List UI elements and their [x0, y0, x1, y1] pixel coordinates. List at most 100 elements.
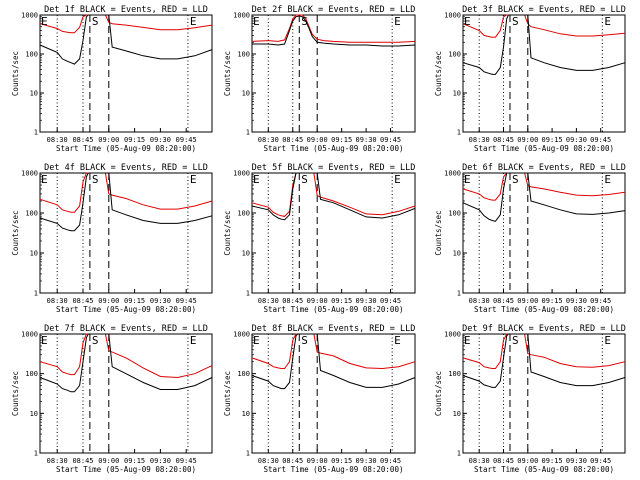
- det-4f-xtick-label-09-15: 09:15: [124, 297, 145, 305]
- det-9f-xtick-label-09-30: 09:30: [566, 457, 587, 465]
- det-9f-ytick-label-1: 1: [457, 450, 461, 458]
- det-6f-ytick-label-10: 10: [453, 250, 461, 258]
- det-8f-ylabel: Counts/sec: [223, 371, 232, 416]
- det-9f-marker-s-1: S: [512, 334, 519, 347]
- det-8f-ytick-label-1000: 1000: [233, 331, 250, 339]
- det-9f-title: Det 9f BLACK = Events, RED = LLD: [462, 324, 626, 334]
- det-1f-ytick-label-10: 10: [30, 90, 38, 98]
- det-9f-ytick-label-10: 10: [453, 410, 461, 418]
- det-7f-marker-e-2: E: [190, 334, 197, 347]
- det-9f-xtick-label-08-45: 08:45: [493, 457, 514, 465]
- det-9f-ylabel: Counts/sec: [434, 371, 443, 416]
- det-1f-ylabel: Counts/sec: [11, 51, 20, 96]
- det-4f-xtick-label-09-30: 09:30: [150, 297, 171, 305]
- det-6f-series-lld: [462, 172, 626, 201]
- det-4f-ylabel: Counts/sec: [11, 210, 20, 255]
- det-5f-xtick-label-09-00: 09:00: [307, 297, 328, 305]
- det-3f-xtick-label-09-15: 09:15: [542, 136, 563, 144]
- det-6f-xtick-label-09-30: 09:30: [566, 297, 587, 305]
- det-7f-ytick-label-1: 1: [34, 450, 38, 458]
- det-7f-xtick-label-08-45: 08:45: [72, 457, 93, 465]
- det-3f-xlabel: Start Time (05-Aug-09 08:20:00): [474, 144, 614, 153]
- det-6f-series-events: [462, 172, 626, 222]
- det-7f-ylabel: Counts/sec: [11, 371, 20, 416]
- det-4f-ytick-label-1000: 1000: [21, 170, 38, 178]
- det-9f-panel: Det 9f BLACK = Events, RED = LLD 1 10 100 10…: [434, 324, 626, 474]
- det-8f-xlabel: Start Time (05-Aug-09 08:20:00): [264, 465, 404, 474]
- det-4f-xtick-label-08-30: 08:30: [47, 297, 68, 305]
- det-1f-plot-frame: [39, 14, 213, 133]
- det-2f-xtick-label-08-45: 08:45: [282, 136, 303, 144]
- det-4f-series-events: [39, 172, 213, 232]
- det-7f-title: Det 7f BLACK = Events, RED = LLD: [44, 324, 208, 334]
- det-1f-title: Det 1f BLACK = Events, RED = LLD: [44, 5, 208, 15]
- det-2f-ytick-label-100: 100: [237, 51, 250, 59]
- det-6f-marker-e-2: E: [604, 173, 611, 186]
- det-8f-xtick-label-09-15: 09:15: [331, 457, 352, 465]
- det-2f-marker-e-0: E: [253, 15, 260, 28]
- det-5f-panel: Det 5f BLACK = Events, RED = LLD 1 10 100 10…: [223, 163, 416, 314]
- det-6f-xlabel: Start Time (05-Aug-09 08:20:00): [474, 305, 614, 314]
- det-8f-panel: Det 8f BLACK = Events, RED = LLD 1 10 100 10…: [223, 324, 416, 474]
- det-5f-marker-s-1: S: [301, 173, 308, 186]
- det-8f-xtick-label-08-30: 08:30: [258, 457, 279, 465]
- det-4f-ytick-label-100: 100: [25, 210, 38, 218]
- det-6f-ylabel: Counts/sec: [434, 210, 443, 255]
- det-2f-title: Det 2f BLACK = Events, RED = LLD: [252, 5, 416, 15]
- det-4f-plot-frame: [39, 172, 213, 294]
- det-7f-xtick-label-09-45: 09:45: [176, 457, 197, 465]
- det-5f-xlabel: Start Time (05-Aug-09 08:20:00): [264, 305, 404, 314]
- det-2f-xtick-label-09-30: 09:30: [356, 136, 377, 144]
- det-6f-xtick-label-09-00: 09:00: [517, 297, 538, 305]
- det-9f-xtick-label-09-45: 09:45: [590, 457, 611, 465]
- det-3f-xtick-label-08-30: 08:30: [469, 136, 490, 144]
- det-8f-ytick-label-1: 1: [246, 450, 250, 458]
- det-8f-ytick-label-100: 100: [237, 370, 250, 378]
- det-6f-xtick-label-08-45: 08:45: [493, 297, 514, 305]
- det-3f-ytick-label-10: 10: [453, 90, 461, 98]
- det-5f-marker-e-2: E: [394, 173, 401, 186]
- det-6f-xtick-label-09-15: 09:15: [542, 297, 563, 305]
- det-1f-xtick-label-08-45: 08:45: [72, 136, 93, 144]
- det-5f-title: Det 5f BLACK = Events, RED = LLD: [252, 163, 416, 173]
- det-9f-series-lld: [462, 333, 626, 369]
- det-2f-ytick-label-10: 10: [242, 90, 250, 98]
- det-1f-xlabel: Start Time (05-Aug-09 08:20:00): [56, 144, 196, 153]
- det-4f-panel: Det 4f BLACK = Events, RED = LLD 1 10 100 10…: [11, 163, 213, 314]
- det-5f-series-events: [251, 172, 416, 221]
- det-7f-series-events: [39, 333, 213, 393]
- det-3f-ytick-label-1: 1: [457, 129, 461, 137]
- det-9f-ytick-label-100: 100: [448, 370, 461, 378]
- det-7f-panel: Det 7f BLACK = Events, RED = LLD 1 10 100 10…: [11, 324, 213, 474]
- det-2f-marker-s-1: S: [301, 15, 308, 28]
- det-7f-plot-frame: [39, 333, 213, 454]
- det-2f-xlabel: Start Time (05-Aug-09 08:20:00): [264, 144, 404, 153]
- det-5f-xtick-label-08-30: 08:30: [258, 297, 279, 305]
- det-7f-xtick-label-09-00: 09:00: [98, 457, 119, 465]
- det-1f-marker-e-0: E: [41, 15, 48, 28]
- det-1f-xtick-label-09-30: 09:30: [150, 136, 171, 144]
- det-4f-xtick-label-09-45: 09:45: [176, 297, 197, 305]
- det-6f-title: Det 6f BLACK = Events, RED = LLD: [462, 163, 626, 173]
- det-3f-xtick-label-09-30: 09:30: [566, 136, 587, 144]
- det-3f-marker-e-2: E: [604, 15, 611, 28]
- det-5f-ylabel: Counts/sec: [223, 210, 232, 255]
- det-1f-panel: Det 1f BLACK = Events, RED = LLD 1 10 100 10…: [11, 5, 213, 153]
- det-7f-xlabel: Start Time (05-Aug-09 08:20:00): [56, 465, 196, 474]
- det-2f-xtick-label-08-30: 08:30: [258, 136, 279, 144]
- det-1f-ytick-label-1000: 1000: [21, 12, 38, 20]
- det-2f-xtick-label-09-45: 09:45: [380, 136, 401, 144]
- det-9f-plot-frame: [462, 333, 626, 454]
- det-5f-ytick-label-10: 10: [242, 250, 250, 258]
- det-8f-xtick-label-09-30: 09:30: [356, 457, 377, 465]
- det-1f-xtick-label-09-15: 09:15: [124, 136, 145, 144]
- det-1f-ytick-label-100: 100: [25, 51, 38, 59]
- det-8f-ytick-label-10: 10: [242, 410, 250, 418]
- det-8f-plot-frame: [251, 333, 416, 454]
- det-1f-xtick-label-08-30: 08:30: [47, 136, 68, 144]
- det-9f-marker-e-2: E: [604, 334, 611, 347]
- det-1f-marker-s-1: S: [92, 15, 99, 28]
- det-3f-panel: Det 3f BLACK = Events, RED = LLD 1 10 100 10…: [434, 5, 626, 153]
- det-7f-xtick-label-09-30: 09:30: [150, 457, 171, 465]
